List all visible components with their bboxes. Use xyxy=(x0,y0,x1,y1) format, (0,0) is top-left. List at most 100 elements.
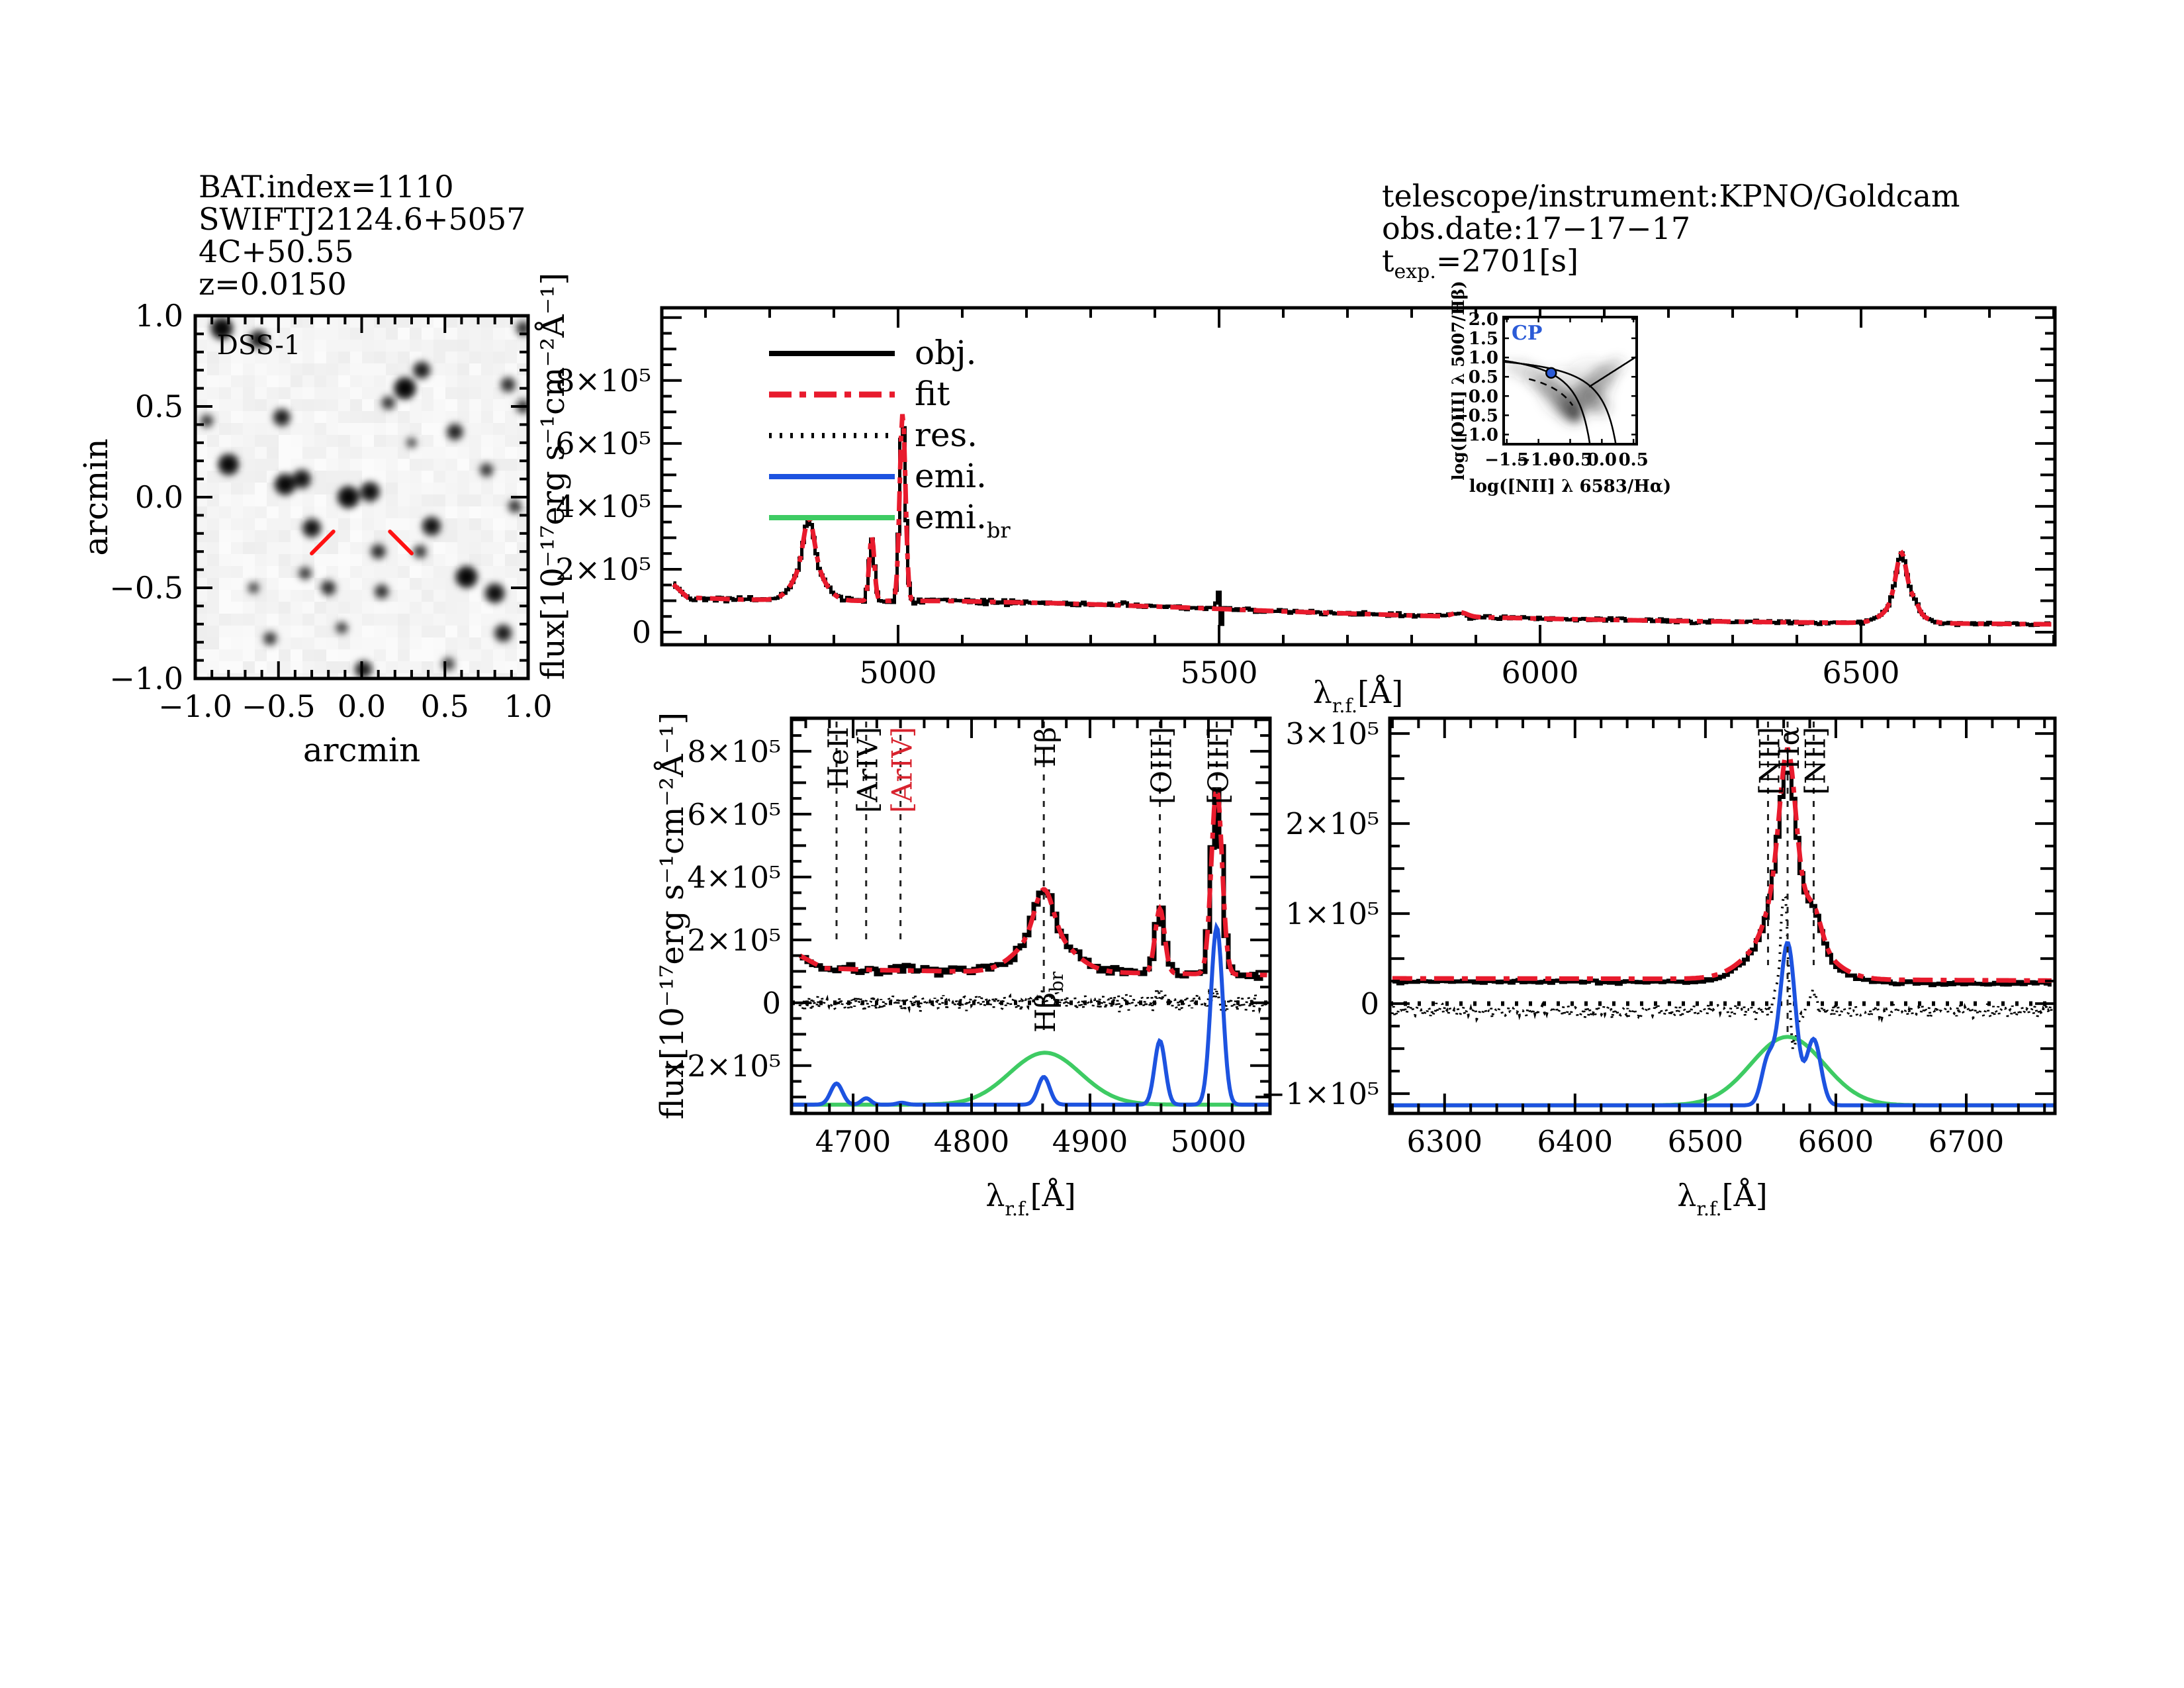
x-axis-label: λr.f.[Å] xyxy=(985,1177,1075,1220)
legend-label-fit: fit xyxy=(915,375,950,413)
bpt-inset-panel: −1.5−1.0−0.50.0 0.52.01.51.00.50.0−0.5−1.… xyxy=(1449,281,1671,496)
redshift: z=0.0150 xyxy=(199,266,347,302)
telescope-instrument: telescope/instrument:KPNO/Goldcam xyxy=(1382,178,1960,214)
y-tick-label: 0 xyxy=(632,614,651,650)
bpt-target-point xyxy=(1545,367,1557,379)
bpt-y-tick: 2.0 xyxy=(1469,310,1498,330)
axis-box xyxy=(1388,716,2057,1115)
dss-y-tick-label: −0.5 xyxy=(109,570,183,606)
seyfert-liner-line xyxy=(1588,356,1637,388)
y-tick-label: 0 xyxy=(1360,986,1379,1021)
main-spectrum-panel: 5000 5500 6000 6500 0 2×10⁵ 4×10⁵ 6×10⁵ 8×10⁵flu… xyxy=(534,273,2057,717)
target-marker xyxy=(310,530,414,555)
x-tick-label: 4700 xyxy=(815,1124,891,1159)
emission-line-markers: HeII[ArIV] [ArIV] Hβ [OIII] [OIII] xyxy=(822,722,1234,1030)
marker-label: [ArIV] xyxy=(852,727,884,813)
marker-label: Hα xyxy=(1773,727,1805,770)
y-tick-label: 1×10⁵ xyxy=(1285,896,1379,931)
emission-line-markers: [NII]Hα[NII] xyxy=(1753,722,1831,1036)
dss-x-tick-label: 1.0 xyxy=(504,688,552,724)
fit-curve xyxy=(672,414,2052,627)
plot-body xyxy=(672,414,2052,628)
observation-info-block: telescope/instrument:KPNO/Goldcam obs.da… xyxy=(1382,180,1960,288)
bpt-y-axis-label: log([OIII] λ 5007/Hβ) xyxy=(1449,281,1468,481)
x-tick-label: 6300 xyxy=(1406,1124,1482,1159)
dss-axis-ticks xyxy=(194,314,529,680)
dashed-arc xyxy=(1529,378,1574,406)
y-tick-label: 3×10⁵ xyxy=(1285,716,1379,751)
x-tick-label: 6700 xyxy=(1929,1124,2005,1159)
object-spectrum-curve xyxy=(1392,771,2052,988)
legend-label-emi_br: emi.br xyxy=(915,498,1011,543)
broad-component-label: Hβbr xyxy=(1029,971,1068,1033)
bpt-corner-label: CP xyxy=(1512,322,1542,345)
y-tick-label: 2×10⁵ xyxy=(1285,806,1379,841)
y-tick-label: 2×10⁵ xyxy=(687,923,781,958)
obs-date: obs.date:17−17−17 xyxy=(1382,211,1691,246)
y-tick-label: 4×10⁵ xyxy=(555,489,651,524)
dss-y-tick-label: 0.0 xyxy=(135,479,183,515)
dss-stars xyxy=(199,317,528,679)
halpha-zoom-panel: [NII]Hα[NII] 6300 6400 6500 6600 6700 3×10⁵ 2×1… xyxy=(1261,716,2057,1220)
legend-label-obj: obj. xyxy=(915,334,977,372)
axis-ticks xyxy=(662,308,2056,645)
hbeta-flux-label: flux[10⁻¹⁷erg s⁻¹cm⁻²Å⁻¹] xyxy=(653,712,691,1119)
bpt-y-tick: −0.5 xyxy=(1454,406,1498,426)
dss-image-panel: −1.0−1.0 −0.5 −0.5 0.0 0.0 0.5 0.5 1.0 1.0 arcmin… xyxy=(77,298,553,769)
residual-curve xyxy=(1391,892,2053,1049)
main-flux-label: flux[10⁻¹⁷erg s⁻¹cm⁻²Å⁻¹] xyxy=(534,273,572,680)
bpt-x-tick: 0.5 xyxy=(1619,450,1649,470)
marker-label: [ArIV] xyxy=(886,727,919,813)
x-tick-label: 5500 xyxy=(1180,655,1257,690)
x-tick-label: 6500 xyxy=(1823,655,1900,690)
bpt-y-tick: 1.5 xyxy=(1469,329,1498,349)
dss-x-tick-label: 0.5 xyxy=(421,688,469,724)
residual-curve xyxy=(798,987,1269,1015)
x-tick-label: 6600 xyxy=(1798,1124,1874,1159)
dss-x-tick-label: −0.5 xyxy=(242,688,316,724)
counterpart-name: 4C+50.55 xyxy=(199,234,354,269)
bpt-y-tick: 0.0 xyxy=(1469,387,1498,406)
broad-emission-curve xyxy=(1391,1035,2054,1107)
x-tick-label: 6400 xyxy=(1537,1124,1614,1159)
dss-starfield xyxy=(195,316,528,679)
marker-label: [OIII] xyxy=(1202,727,1234,804)
marker-label: [NII] xyxy=(1799,727,1831,795)
kewley-curve xyxy=(1504,361,1617,444)
axis-ticks xyxy=(792,718,1270,1115)
y-tick-label: 8×10⁵ xyxy=(555,363,651,399)
y-tick-label: −2×10⁵ xyxy=(662,1049,781,1084)
dss-x-axis-label: arcmin xyxy=(303,731,420,769)
axis-box xyxy=(660,306,2057,647)
y-tick-label: 4×10⁵ xyxy=(687,860,781,895)
legend-label-emi: emi. xyxy=(915,457,987,495)
x-tick-label: 6000 xyxy=(1501,655,1578,690)
bpt-x-tick: −1.0 xyxy=(1516,450,1561,470)
bpt-body xyxy=(1504,355,1637,444)
y-tick-label: 6×10⁵ xyxy=(555,426,651,461)
broad-emission-curve xyxy=(793,1051,1269,1107)
x-axis-label: λr.f.[Å] xyxy=(1677,1177,1767,1220)
object-spectrum-curve xyxy=(799,787,1263,981)
y-tick-label: 6×10⁵ xyxy=(687,797,781,832)
bpt-x-tick: −1.5 xyxy=(1484,450,1529,470)
plot-body xyxy=(793,787,1269,1107)
plot-body xyxy=(1391,747,2054,1107)
axis-box xyxy=(790,716,1272,1115)
x-tick-label: 4800 xyxy=(934,1124,1010,1159)
dss-panel-label: DSS-1 xyxy=(217,330,301,361)
fit-curve xyxy=(1392,747,2052,983)
legend-label-res: res. xyxy=(915,416,978,454)
marker-label: [OIII] xyxy=(1146,727,1178,804)
dss-x-tick-label: −1.0 xyxy=(158,688,232,724)
fit-curve xyxy=(798,787,1267,978)
marker-label: [NII] xyxy=(1753,727,1786,795)
x-axis-label: λr.f.[Å] xyxy=(1313,674,1403,717)
bpt-x-tick: 0.0 xyxy=(1587,450,1617,470)
dss-y-tick-label: −1.0 xyxy=(109,661,183,696)
bat-index: BAT.index=1110 xyxy=(199,169,454,205)
